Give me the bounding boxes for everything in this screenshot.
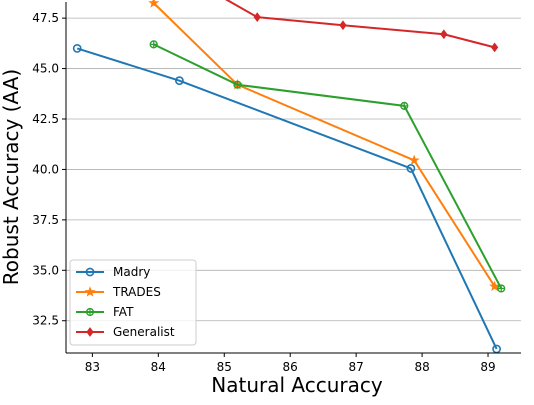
data-point-fat bbox=[400, 101, 409, 110]
series-line-fat bbox=[153, 43, 503, 289]
series-line-generalist bbox=[225, 0, 495, 49]
data-point-fat bbox=[149, 40, 158, 49]
legend-item-madry: Madry bbox=[76, 265, 150, 279]
y-ticks: 32.5 35.0 37.5 40.0 42.5 45.0 47.5 bbox=[32, 11, 66, 328]
x-tick-label: 87 bbox=[349, 360, 364, 374]
legend-marker-fat bbox=[85, 307, 95, 317]
y-tick-label: 37.5 bbox=[32, 213, 59, 227]
y-tick-label: 45.0 bbox=[32, 62, 59, 76]
data-point-trades bbox=[408, 154, 420, 166]
x-tick-label: 88 bbox=[414, 360, 429, 374]
x-tick-label: 85 bbox=[217, 360, 232, 374]
series-trades bbox=[148, 0, 501, 292]
data-point-trades bbox=[148, 0, 160, 8]
axes bbox=[65, 2, 521, 354]
data-point-generalist bbox=[490, 42, 499, 53]
series-fat bbox=[149, 40, 506, 293]
data-point-madry bbox=[175, 76, 184, 86]
y-tick-label: 40.0 bbox=[32, 162, 59, 176]
x-tick-label: 84 bbox=[151, 360, 166, 374]
data-point-generalist bbox=[253, 12, 261, 22]
series-line-madry bbox=[76, 47, 498, 350]
legend-label-trades: TRADES bbox=[112, 285, 161, 299]
legend-box bbox=[69, 259, 197, 346]
x-tick-label: 89 bbox=[480, 360, 495, 374]
x-tick-label: 86 bbox=[283, 360, 298, 374]
series-line-trades bbox=[153, 2, 496, 287]
legend-label-madry: Madry bbox=[113, 265, 150, 279]
legend-marker-generalist bbox=[86, 327, 94, 337]
legend-marker-trades bbox=[84, 286, 96, 297]
data-point-madry bbox=[72, 43, 82, 53]
y-tick-label: 47.5 bbox=[32, 11, 59, 25]
legend: Madry TRADES FAT Generalist bbox=[69, 259, 197, 346]
y-tick-label: 42.5 bbox=[32, 112, 59, 126]
series-lines bbox=[72, 0, 506, 354]
series-generalist bbox=[225, 0, 499, 53]
data-point-fat bbox=[497, 284, 506, 293]
legend-label-fat: FAT bbox=[113, 305, 134, 319]
x-tick-label: 83 bbox=[85, 360, 100, 374]
legend-label-generalist: Generalist bbox=[113, 325, 175, 339]
legend-item-generalist: Generalist bbox=[76, 325, 175, 339]
y-tick-label: 35.0 bbox=[32, 263, 59, 277]
legend-item-fat: FAT bbox=[76, 305, 134, 319]
x-ticks: 83 84 85 86 87 88 89 bbox=[85, 353, 496, 374]
data-point-trades bbox=[489, 280, 501, 292]
y-tick-label: 32.5 bbox=[32, 314, 59, 328]
data-point-generalist bbox=[440, 29, 448, 40]
x-axis-label: Natural Accuracy bbox=[211, 373, 383, 397]
data-point-fat bbox=[233, 80, 242, 89]
data-point-generalist bbox=[339, 20, 347, 31]
legend-marker-madry bbox=[85, 267, 95, 277]
y-axis-label: Robust Accuracy (AA) bbox=[0, 69, 23, 285]
legend-item-trades: TRADES bbox=[76, 285, 161, 299]
